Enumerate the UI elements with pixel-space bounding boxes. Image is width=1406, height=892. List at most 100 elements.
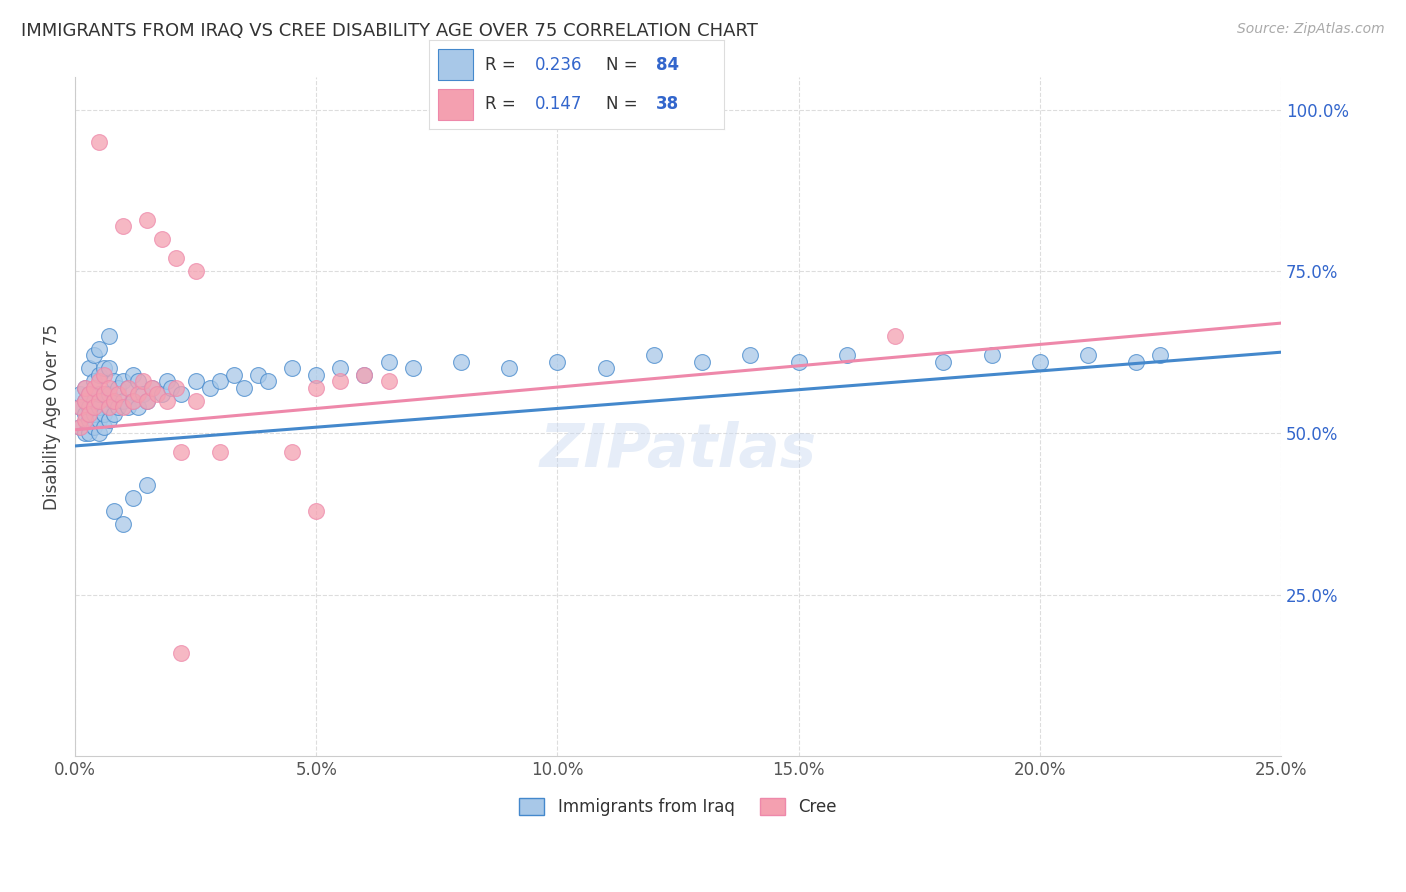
Point [787,355,810,369]
Point [377,355,399,369]
Point [69,419,91,434]
Point [89,393,111,408]
Point [835,348,858,362]
Text: IMMIGRANTS FROM IRAQ VS CREE DISABILITY AGE OVER 75 CORRELATION CHART: IMMIGRANTS FROM IRAQ VS CREE DISABILITY … [21,22,758,40]
Point [136,477,159,491]
Point [131,387,153,401]
Point [93,407,115,421]
Point [980,348,1002,362]
Point [170,646,193,660]
Text: 0.147: 0.147 [536,95,582,113]
Point [1029,355,1052,369]
Point [232,381,254,395]
Point [73,381,96,395]
Point [93,368,115,382]
Point [69,400,91,414]
Point [103,503,125,517]
Point [83,393,105,408]
Point [122,368,145,382]
Point [73,425,96,440]
Point [79,425,101,440]
Point [97,387,120,401]
Point [107,381,129,395]
Point [97,413,120,427]
Point [198,381,221,395]
Point [127,374,149,388]
Point [89,368,111,382]
Point [89,400,111,414]
Point [305,368,328,382]
Point [353,368,375,382]
Point [184,374,207,388]
Point [156,374,179,388]
Point [89,135,111,149]
Point [122,491,145,505]
Point [93,419,115,434]
Point [208,445,231,459]
Text: Source: ZipAtlas.com: Source: ZipAtlas.com [1237,22,1385,37]
Point [329,374,352,388]
Point [83,407,105,421]
Point [184,264,207,278]
Point [141,381,163,395]
Point [160,381,183,395]
Point [93,361,115,376]
Point [122,393,145,408]
Point [93,387,115,401]
Text: ZIPatlas: ZIPatlas [540,421,817,480]
Point [643,348,665,362]
Point [305,381,328,395]
Point [73,393,96,408]
Point [117,400,139,414]
Point [595,361,617,376]
Point [97,329,120,343]
Point [141,381,163,395]
Point [247,368,270,382]
Point [103,374,125,388]
Point [97,400,120,414]
Point [131,374,153,388]
Point [127,387,149,401]
Point [107,387,129,401]
Point [740,348,762,362]
Point [150,232,173,246]
Point [150,387,173,401]
Point [127,400,149,414]
Point [1077,348,1099,362]
Point [79,387,101,401]
Point [546,355,568,369]
Point [112,400,135,414]
Point [97,400,120,414]
Point [97,361,120,376]
Point [122,393,145,408]
Point [402,361,425,376]
Y-axis label: Disability Age Over 75: Disability Age Over 75 [44,324,60,510]
Point [281,445,304,459]
Point [112,516,135,531]
Point [117,381,139,395]
Point [73,413,96,427]
Point [884,329,907,343]
Text: 84: 84 [657,56,679,74]
Point [208,374,231,388]
Point [112,374,135,388]
Point [89,413,111,427]
Point [103,393,125,408]
Point [165,381,187,395]
Point [83,419,105,434]
Point [1149,348,1171,362]
Point [89,374,111,388]
Point [498,361,520,376]
Point [112,393,135,408]
Text: N =: N = [606,56,643,74]
Point [103,407,125,421]
Point [103,393,125,408]
Point [107,400,129,414]
Point [377,374,399,388]
Point [89,342,111,356]
Point [224,368,246,382]
Point [353,368,375,382]
Point [69,419,91,434]
Point [117,381,139,395]
Text: 38: 38 [657,95,679,113]
